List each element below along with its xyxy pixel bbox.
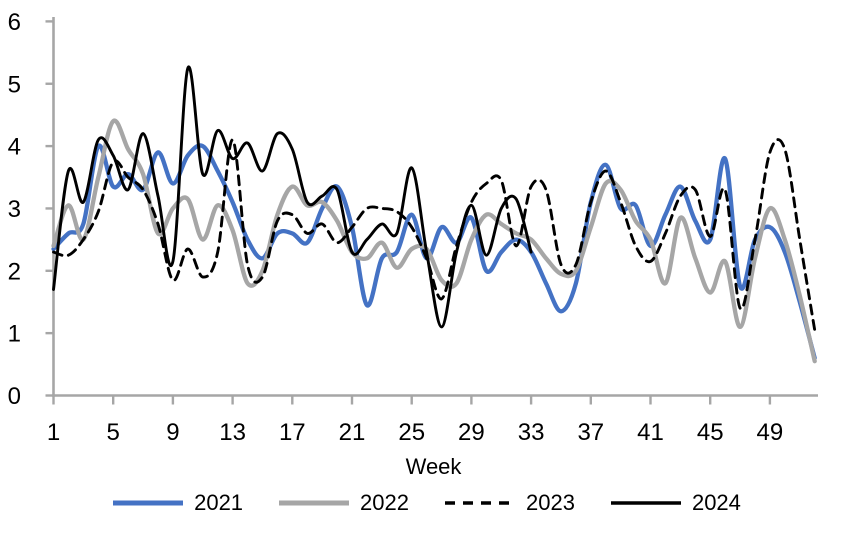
x-tick-label: 21 — [339, 419, 366, 446]
legend-item-2023: 2023 — [443, 492, 575, 514]
legend-line-sample-2021 — [113, 500, 184, 506]
legend-label-2021: 2021 — [194, 490, 244, 515]
x-tick-label: 33 — [518, 419, 545, 446]
x-tick-label: 45 — [697, 419, 724, 446]
y-tick-label: 5 — [8, 71, 21, 98]
x-tick-label: 1 — [47, 419, 60, 446]
legend-label-2022: 2022 — [360, 490, 409, 515]
x-tick-label: 5 — [107, 419, 120, 446]
y-tick-label: 3 — [8, 196, 21, 223]
series-2022-line — [51, 118, 817, 364]
x-tick-label: 37 — [577, 419, 604, 446]
legend-label-2023: 2023 — [526, 490, 575, 515]
legend-line-sample-2024 — [610, 501, 681, 505]
legend-line-sample-2023 — [445, 501, 515, 505]
x-tick-label: 13 — [219, 419, 246, 446]
x-tick-label: 41 — [637, 419, 664, 446]
series-2023-line — [52, 138, 817, 332]
series-2024-line — [52, 65, 533, 329]
series-2021-line — [51, 143, 817, 361]
legend-item-2022: 2022 — [277, 492, 409, 514]
x-tick-label: 25 — [398, 419, 425, 446]
y-tick-label: 4 — [8, 134, 21, 161]
x-tick-label: 29 — [458, 419, 485, 446]
x-tick-label: 17 — [279, 419, 306, 446]
legend: 2021 2022 2023 2024 — [0, 492, 852, 514]
legend-label-2024: 2024 — [691, 490, 741, 515]
legend-item-2024: 2024 — [609, 492, 741, 514]
y-tick-label: 1 — [8, 321, 21, 348]
legend-item-2021: 2021 — [111, 492, 243, 514]
legend-line-sample-2022 — [279, 500, 350, 506]
x-tick-label: 49 — [757, 419, 784, 446]
x-axis-title: Week — [405, 454, 462, 479]
y-tick-label: 0 — [8, 383, 21, 410]
y-tick-label: 2 — [8, 258, 21, 285]
x-tick-label: 9 — [166, 419, 179, 446]
y-tick-label: 6 — [8, 9, 21, 36]
